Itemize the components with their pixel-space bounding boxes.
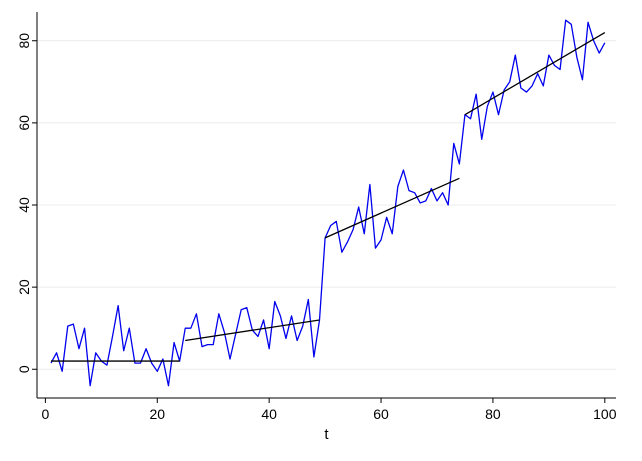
y-tick-label: 0 xyxy=(16,365,32,373)
x-tick-label: 0 xyxy=(41,406,49,422)
y-tick-label: 60 xyxy=(16,115,32,131)
x-tick-label: 100 xyxy=(593,406,617,422)
y-tick-label: 80 xyxy=(16,33,32,49)
fit-lines-layer xyxy=(50,31,606,362)
x-tick-label: 60 xyxy=(373,406,389,422)
series-line xyxy=(50,19,606,387)
fit-line-segment xyxy=(185,319,320,342)
x-tick-label: 40 xyxy=(261,406,277,422)
fit-line-segment xyxy=(464,31,606,116)
series-layer xyxy=(50,19,606,387)
x-axis-ticks: 0 20 40 60 80 100 xyxy=(41,398,617,422)
x-axis-label: t xyxy=(324,426,329,443)
y-axis-ticks: 0 20 40 60 80 xyxy=(16,33,37,373)
grid-lines xyxy=(37,40,616,370)
x-tick-label: 80 xyxy=(485,406,501,422)
y-tick-label: 40 xyxy=(16,197,32,213)
x-tick-label: 20 xyxy=(149,406,165,422)
fit-line-segment xyxy=(324,177,460,239)
y-tick-label: 20 xyxy=(16,279,32,295)
